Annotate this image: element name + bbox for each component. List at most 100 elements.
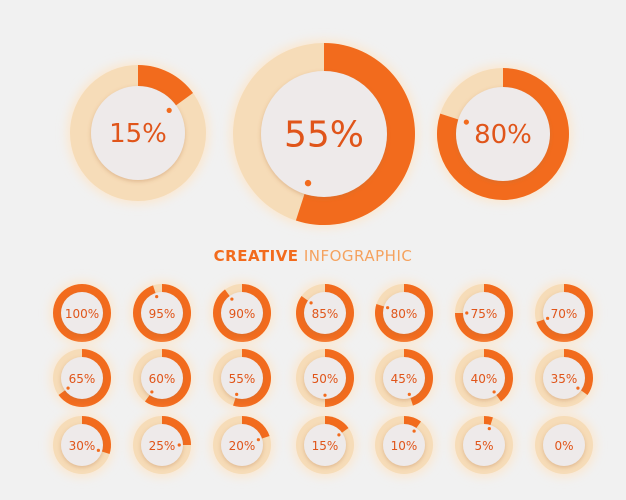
grid-ring-dot — [465, 311, 469, 315]
grid-ring-18: 10% — [372, 413, 436, 477]
large-ring-label: 55% — [284, 115, 364, 156]
grid-ring-label: 10% — [391, 439, 418, 453]
grid-ring-label: 80% — [391, 307, 418, 321]
grid-ring-dot — [412, 429, 416, 433]
large-ring-center — [261, 71, 387, 197]
grid-ring-center — [221, 424, 263, 466]
grid-ring-label: 40% — [471, 372, 498, 386]
grid-ring-10: 50% — [293, 346, 357, 410]
grid-ring-dot — [96, 448, 100, 452]
grid-ring-1: 95% — [130, 281, 194, 345]
grid-ring-dot — [235, 392, 239, 396]
grid-ring-center — [141, 357, 183, 399]
grid-ring-center — [383, 357, 425, 399]
grid-ring-label: 15% — [312, 439, 339, 453]
grid-ring-dot — [492, 390, 496, 394]
grid-ring-label: 60% — [149, 372, 176, 386]
grid-ring-center — [543, 424, 585, 466]
large-ring-dot — [463, 119, 469, 125]
grid-ring-dot — [386, 306, 390, 310]
grid-ring-label: 35% — [551, 372, 578, 386]
large-ring-2: 80% — [434, 65, 572, 203]
grid-ring-center — [141, 292, 183, 334]
grid-ring-center — [304, 357, 346, 399]
grid-ring-center — [304, 424, 346, 466]
grid-ring-center — [463, 292, 505, 334]
grid-ring-label: 20% — [229, 439, 256, 453]
grid-ring-label: 70% — [551, 307, 578, 321]
grid-ring-dot — [177, 443, 181, 447]
grid-ring-2: 90% — [210, 281, 274, 345]
grid-ring-16: 20% — [210, 413, 274, 477]
grid-ring-center — [221, 292, 263, 334]
grid-ring-center — [221, 357, 263, 399]
grid-ring-13: 35% — [532, 346, 596, 410]
grid-ring-label: 55% — [229, 372, 256, 386]
large-ring-1: 55% — [230, 40, 418, 228]
grid-ring-11: 45% — [372, 346, 436, 410]
grid-ring-center — [383, 292, 425, 334]
grid-ring-7: 65% — [50, 346, 114, 410]
large-ring-label: 80% — [474, 120, 532, 150]
grid-ring-4: 80% — [372, 281, 436, 345]
grid-ring-dot — [150, 390, 154, 394]
grid-ring-dot — [546, 316, 550, 320]
grid-ring-label: 5% — [474, 439, 493, 453]
grid-ring-6: 70% — [532, 281, 596, 345]
grid-ring-5: 75% — [452, 281, 516, 345]
large-ring-0: 15% — [67, 62, 209, 204]
progress-rings: 15% 55% 80% 100% 95% 90% 85% 80% 75% 70% 65% 60% 55%… — [50, 40, 596, 477]
grid-ring-dot — [66, 386, 70, 390]
grid-ring-12: 40% — [452, 346, 516, 410]
grid-ring-dot — [230, 297, 234, 301]
grid-ring-9: 55% — [210, 346, 274, 410]
grid-ring-dot — [337, 433, 341, 437]
large-ring-center — [91, 86, 185, 180]
grid-ring-label: 0% — [554, 439, 573, 453]
grid-ring-17: 15% — [293, 413, 357, 477]
grid-ring-3: 85% — [293, 281, 357, 345]
grid-ring-label: 100% — [65, 307, 99, 321]
grid-ring-center — [463, 357, 505, 399]
grid-ring-label: 50% — [312, 372, 339, 386]
grid-ring-15: 25% — [130, 413, 194, 477]
large-ring-dot — [304, 179, 312, 187]
grid-ring-0: 100% — [50, 281, 114, 345]
grid-ring-dot — [576, 386, 580, 390]
grid-ring-center — [304, 292, 346, 334]
grid-ring-label: 75% — [471, 307, 498, 321]
grid-ring-8: 60% — [130, 346, 194, 410]
grid-ring-center — [383, 424, 425, 466]
grid-ring-label: 30% — [69, 439, 96, 453]
grid-ring-center — [141, 424, 183, 466]
large-ring-dot — [166, 107, 172, 113]
grid-ring-center — [543, 357, 585, 399]
grid-ring-14: 30% — [50, 413, 114, 477]
headline-strong: CREATIVE — [213, 247, 299, 265]
grid-ring-label: 65% — [69, 372, 96, 386]
grid-ring-dot — [309, 301, 313, 305]
grid-ring-label: 95% — [149, 307, 176, 321]
grid-ring-label: 45% — [391, 372, 418, 386]
grid-ring-dot — [487, 427, 491, 431]
grid-ring-center — [61, 424, 103, 466]
grid-ring-center — [61, 292, 103, 334]
grid-ring-center — [463, 424, 505, 466]
grid-ring-dot — [155, 295, 159, 299]
grid-ring-label: 25% — [149, 439, 176, 453]
grid-ring-center — [543, 292, 585, 334]
large-ring-center — [456, 87, 550, 181]
headline-light: INFOGRAPHIC — [303, 247, 413, 265]
grid-ring-20: 0% — [532, 413, 596, 477]
grid-ring-dot — [407, 392, 411, 396]
grid-ring-dot — [323, 393, 327, 397]
grid-ring-label: 85% — [312, 307, 339, 321]
grid-ring-19: 5% — [452, 413, 516, 477]
grid-ring-label: 90% — [229, 307, 256, 321]
large-ring-label: 15% — [109, 119, 167, 149]
headline: CREATIVE INFOGRAPHIC — [0, 247, 626, 265]
grid-ring-center — [61, 357, 103, 399]
grid-ring-dot — [256, 438, 260, 442]
